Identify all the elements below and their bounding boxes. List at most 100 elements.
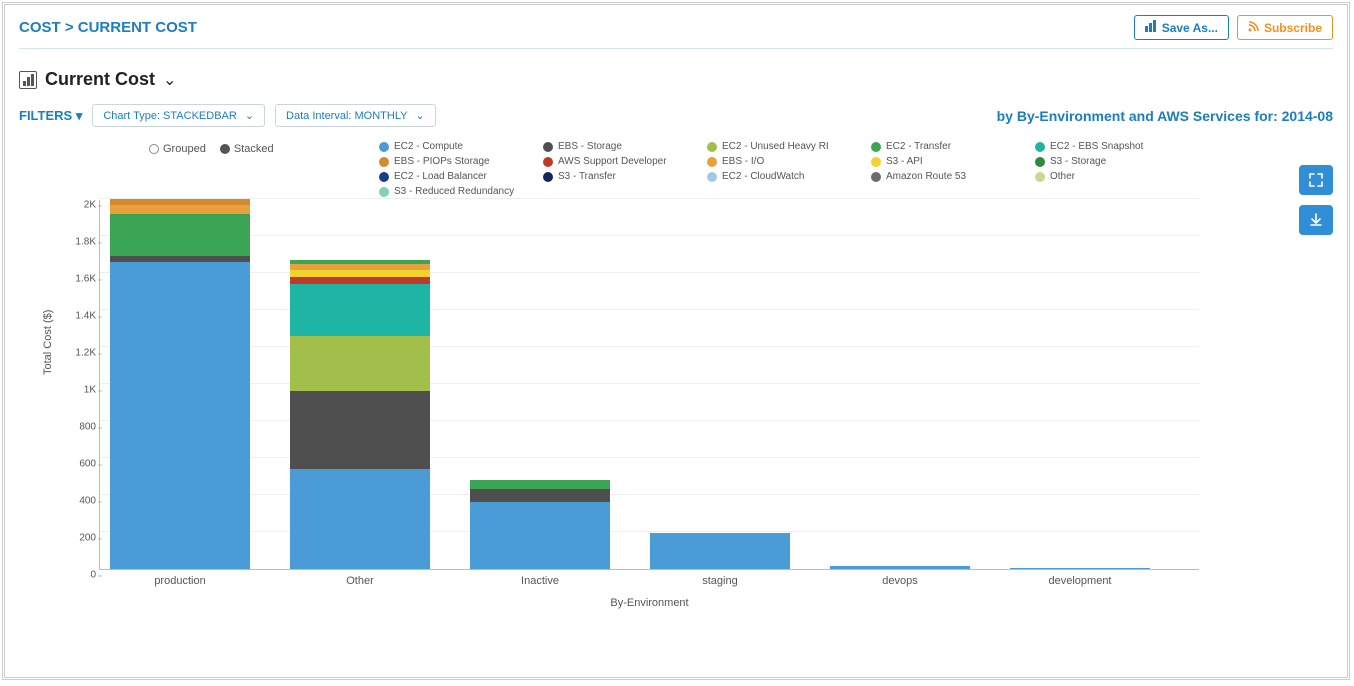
bar-column[interactable]: production <box>110 199 250 569</box>
app-frame: COST > CURRENT COST Save As... Subscribe… <box>2 2 1350 680</box>
y-tick: 1.8K <box>52 237 96 248</box>
stacked-label: Stacked <box>234 143 274 155</box>
legend-item[interactable]: EC2 - Unused Heavy RI <box>707 141 867 152</box>
bar-segment[interactable] <box>470 480 610 489</box>
legend-swatch <box>379 187 389 197</box>
legend-item[interactable]: Amazon Route 53 <box>871 171 1031 182</box>
stacked-radio[interactable]: Stacked <box>220 143 274 155</box>
legend-item[interactable]: EC2 - Transfer <box>871 141 1031 152</box>
x-tick-label: staging <box>640 569 800 587</box>
bar-segment[interactable] <box>470 489 610 502</box>
gridline <box>100 457 1199 458</box>
header-buttons: Save As... Subscribe <box>1134 15 1333 40</box>
legend-item[interactable]: EBS - PIOPs Storage <box>379 156 539 167</box>
bar-segment[interactable] <box>470 502 610 569</box>
subscribe-button[interactable]: Subscribe <box>1237 15 1333 40</box>
legend-swatch <box>871 157 881 167</box>
bar-segment[interactable] <box>290 277 430 284</box>
gridline <box>100 309 1199 310</box>
bar-segment[interactable] <box>110 205 250 214</box>
x-tick-label: production <box>100 569 260 587</box>
legend-item[interactable]: EC2 - Compute <box>379 141 539 152</box>
legend-label: S3 - Reduced Redundancy <box>394 186 514 197</box>
legend-swatch <box>543 172 553 182</box>
bar-segment[interactable] <box>290 284 430 336</box>
gridline <box>100 272 1199 273</box>
legend-label: EBS - I/O <box>722 156 764 167</box>
stack-toggle: Grouped Stacked <box>149 143 274 155</box>
controls-left: FILTERS ▾ Chart Type: STACKEDBAR ⌄ Data … <box>19 104 436 127</box>
legend-item[interactable]: Other <box>1035 171 1195 182</box>
legend-item[interactable]: EBS - I/O <box>707 156 867 167</box>
chevron-down-icon: ⌄ <box>416 109 425 122</box>
legend-swatch <box>1035 172 1045 182</box>
legend-label: S3 - API <box>886 156 923 167</box>
chevron-down-icon: ⌄ <box>245 109 254 122</box>
legend-item[interactable]: S3 - Reduced Redundancy <box>379 186 539 197</box>
legend-swatch <box>707 142 717 152</box>
legend-item[interactable]: EC2 - CloudWatch <box>707 171 867 182</box>
context-subheader: by By-Environment and AWS Services for: … <box>997 108 1333 124</box>
chart-type-label: Chart Type: STACKEDBAR <box>103 110 236 122</box>
legend-label: S3 - Transfer <box>558 171 616 182</box>
legend-swatch <box>871 142 881 152</box>
legend-item[interactable]: AWS Support Developer <box>543 156 703 167</box>
gridline <box>100 494 1199 495</box>
legend-label: EBS - PIOPs Storage <box>394 156 490 167</box>
legend-swatch <box>543 157 553 167</box>
bar-column[interactable]: devops <box>830 566 970 569</box>
y-tick: 200 <box>52 533 96 544</box>
chart-type-select[interactable]: Chart Type: STACKEDBAR ⌄ <box>92 104 265 127</box>
legend-item[interactable]: S3 - Storage <box>1035 156 1195 167</box>
legend-label: EC2 - Transfer <box>886 141 951 152</box>
bar-segment[interactable] <box>110 214 250 257</box>
legend-swatch <box>379 142 389 152</box>
save-as-button[interactable]: Save As... <box>1134 15 1229 40</box>
legend-item[interactable]: S3 - API <box>871 156 1031 167</box>
x-tick-label: development <box>1000 569 1160 587</box>
controls-row: FILTERS ▾ Chart Type: STACKEDBAR ⌄ Data … <box>19 104 1333 127</box>
bar-column[interactable]: Other <box>290 260 430 569</box>
save-as-label: Save As... <box>1162 21 1218 35</box>
legend-label: S3 - Storage <box>1050 156 1106 167</box>
bar-column[interactable]: staging <box>650 533 790 569</box>
legend: EC2 - Compute EBS - Storage EC2 - Unused H… <box>379 141 1195 197</box>
legend-label: EC2 - EBS Snapshot <box>1050 141 1143 152</box>
chart-plot: By-Environment 02004006008001K1.2K1.4K1.… <box>99 200 1199 570</box>
breadcrumb[interactable]: COST > CURRENT COST <box>19 19 197 36</box>
y-tick: 1.4K <box>52 311 96 322</box>
chart-icon <box>1145 20 1157 35</box>
bar-segment[interactable] <box>290 391 430 469</box>
y-tick: 800 <box>52 422 96 433</box>
legend-item[interactable]: EBS - Storage <box>543 141 703 152</box>
bar-segment[interactable] <box>650 533 790 569</box>
legend-label: AWS Support Developer <box>558 156 667 167</box>
chart-float-buttons <box>1299 165 1333 235</box>
y-tick: 1.2K <box>52 348 96 359</box>
y-tick: 2K <box>52 200 96 211</box>
filters-dropdown[interactable]: FILTERS ▾ <box>19 108 82 124</box>
data-interval-select[interactable]: Data Interval: MONTHLY ⌄ <box>275 104 436 127</box>
y-tick: 0 <box>52 570 96 581</box>
legend-swatch <box>543 142 553 152</box>
filters-label: FILTERS <box>19 108 72 123</box>
grouped-label: Grouped <box>163 143 206 155</box>
interval-label: Data Interval: MONTHLY <box>286 110 407 122</box>
grouped-radio[interactable]: Grouped <box>149 143 206 155</box>
expand-button[interactable] <box>1299 165 1333 195</box>
title-row: Current Cost ⌄ <box>19 69 1333 90</box>
page-title: Current Cost <box>45 69 155 90</box>
bar-column[interactable]: Inactive <box>470 480 610 569</box>
bar-column[interactable]: development <box>1010 568 1150 569</box>
bar-segment[interactable] <box>290 469 430 569</box>
legend-label: EBS - Storage <box>558 141 622 152</box>
legend-item[interactable]: EC2 - Load Balancer <box>379 171 539 182</box>
bar-segment[interactable] <box>110 262 250 569</box>
bar-segment[interactable] <box>290 336 430 392</box>
download-button[interactable] <box>1299 205 1333 235</box>
legend-item[interactable]: S3 - Transfer <box>543 171 703 182</box>
title-chevron-icon[interactable]: ⌄ <box>163 70 176 90</box>
legend-item[interactable]: EC2 - EBS Snapshot <box>1035 141 1195 152</box>
legend-label: EC2 - Compute <box>394 141 463 152</box>
gridline <box>100 531 1199 532</box>
